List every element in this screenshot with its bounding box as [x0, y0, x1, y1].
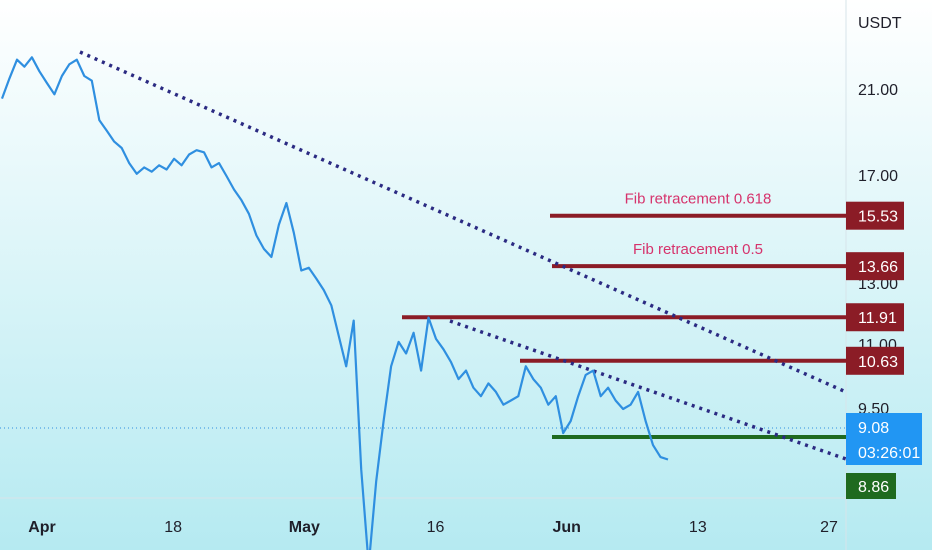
fib-level-label: Fib retracement 0.618 — [625, 191, 772, 208]
level-price-value: 15.53 — [858, 209, 898, 226]
x-axis-ticks: Apr 18 May 16 Jun 13 27 — [28, 519, 838, 536]
y-tick-label: 13.00 — [858, 276, 898, 293]
x-tick-label: Jun — [552, 519, 580, 536]
level-price-value: 10.63 — [858, 354, 898, 371]
x-tick-label: May — [289, 519, 320, 536]
x-tick-label: 18 — [164, 519, 182, 536]
y-tick-label: 21.00 — [858, 82, 898, 99]
trendline-upper[interactable] — [79, 50, 847, 394]
current-price-badge: 9.08 03:26:01 — [846, 413, 922, 465]
x-tick-label: Apr — [28, 519, 56, 536]
fib-level-label: Fib retracement 0.5 — [633, 241, 763, 258]
level-price-badge — [846, 346, 904, 375]
level-price-value: 11.91 — [858, 310, 897, 327]
currency-label: USDT — [858, 15, 902, 32]
price-badges: 15.53 13.66 11.91 10.63 — [846, 201, 904, 375]
trendline-lower[interactable] — [449, 319, 847, 461]
fib-level-lines[interactable]: Fib retracement 0.618 Fib retracement 0.5 — [402, 191, 846, 363]
support-price-badge: 8.86 — [846, 473, 896, 499]
x-tick-label: 27 — [820, 519, 838, 536]
countdown-timer: 03:26:01 — [858, 445, 920, 462]
current-price-value: 9.08 — [858, 420, 889, 437]
x-tick-label: 13 — [689, 519, 707, 536]
price-series-line[interactable] — [0, 56, 669, 550]
support-price-value: 8.86 — [858, 479, 889, 496]
level-price-badge — [846, 303, 904, 332]
level-price-badge — [846, 201, 904, 230]
y-tick-label: 17.00 — [858, 168, 898, 185]
level-price-value: 13.66 — [858, 259, 898, 276]
x-tick-label: 16 — [427, 519, 445, 536]
level-price-badge — [846, 252, 904, 281]
